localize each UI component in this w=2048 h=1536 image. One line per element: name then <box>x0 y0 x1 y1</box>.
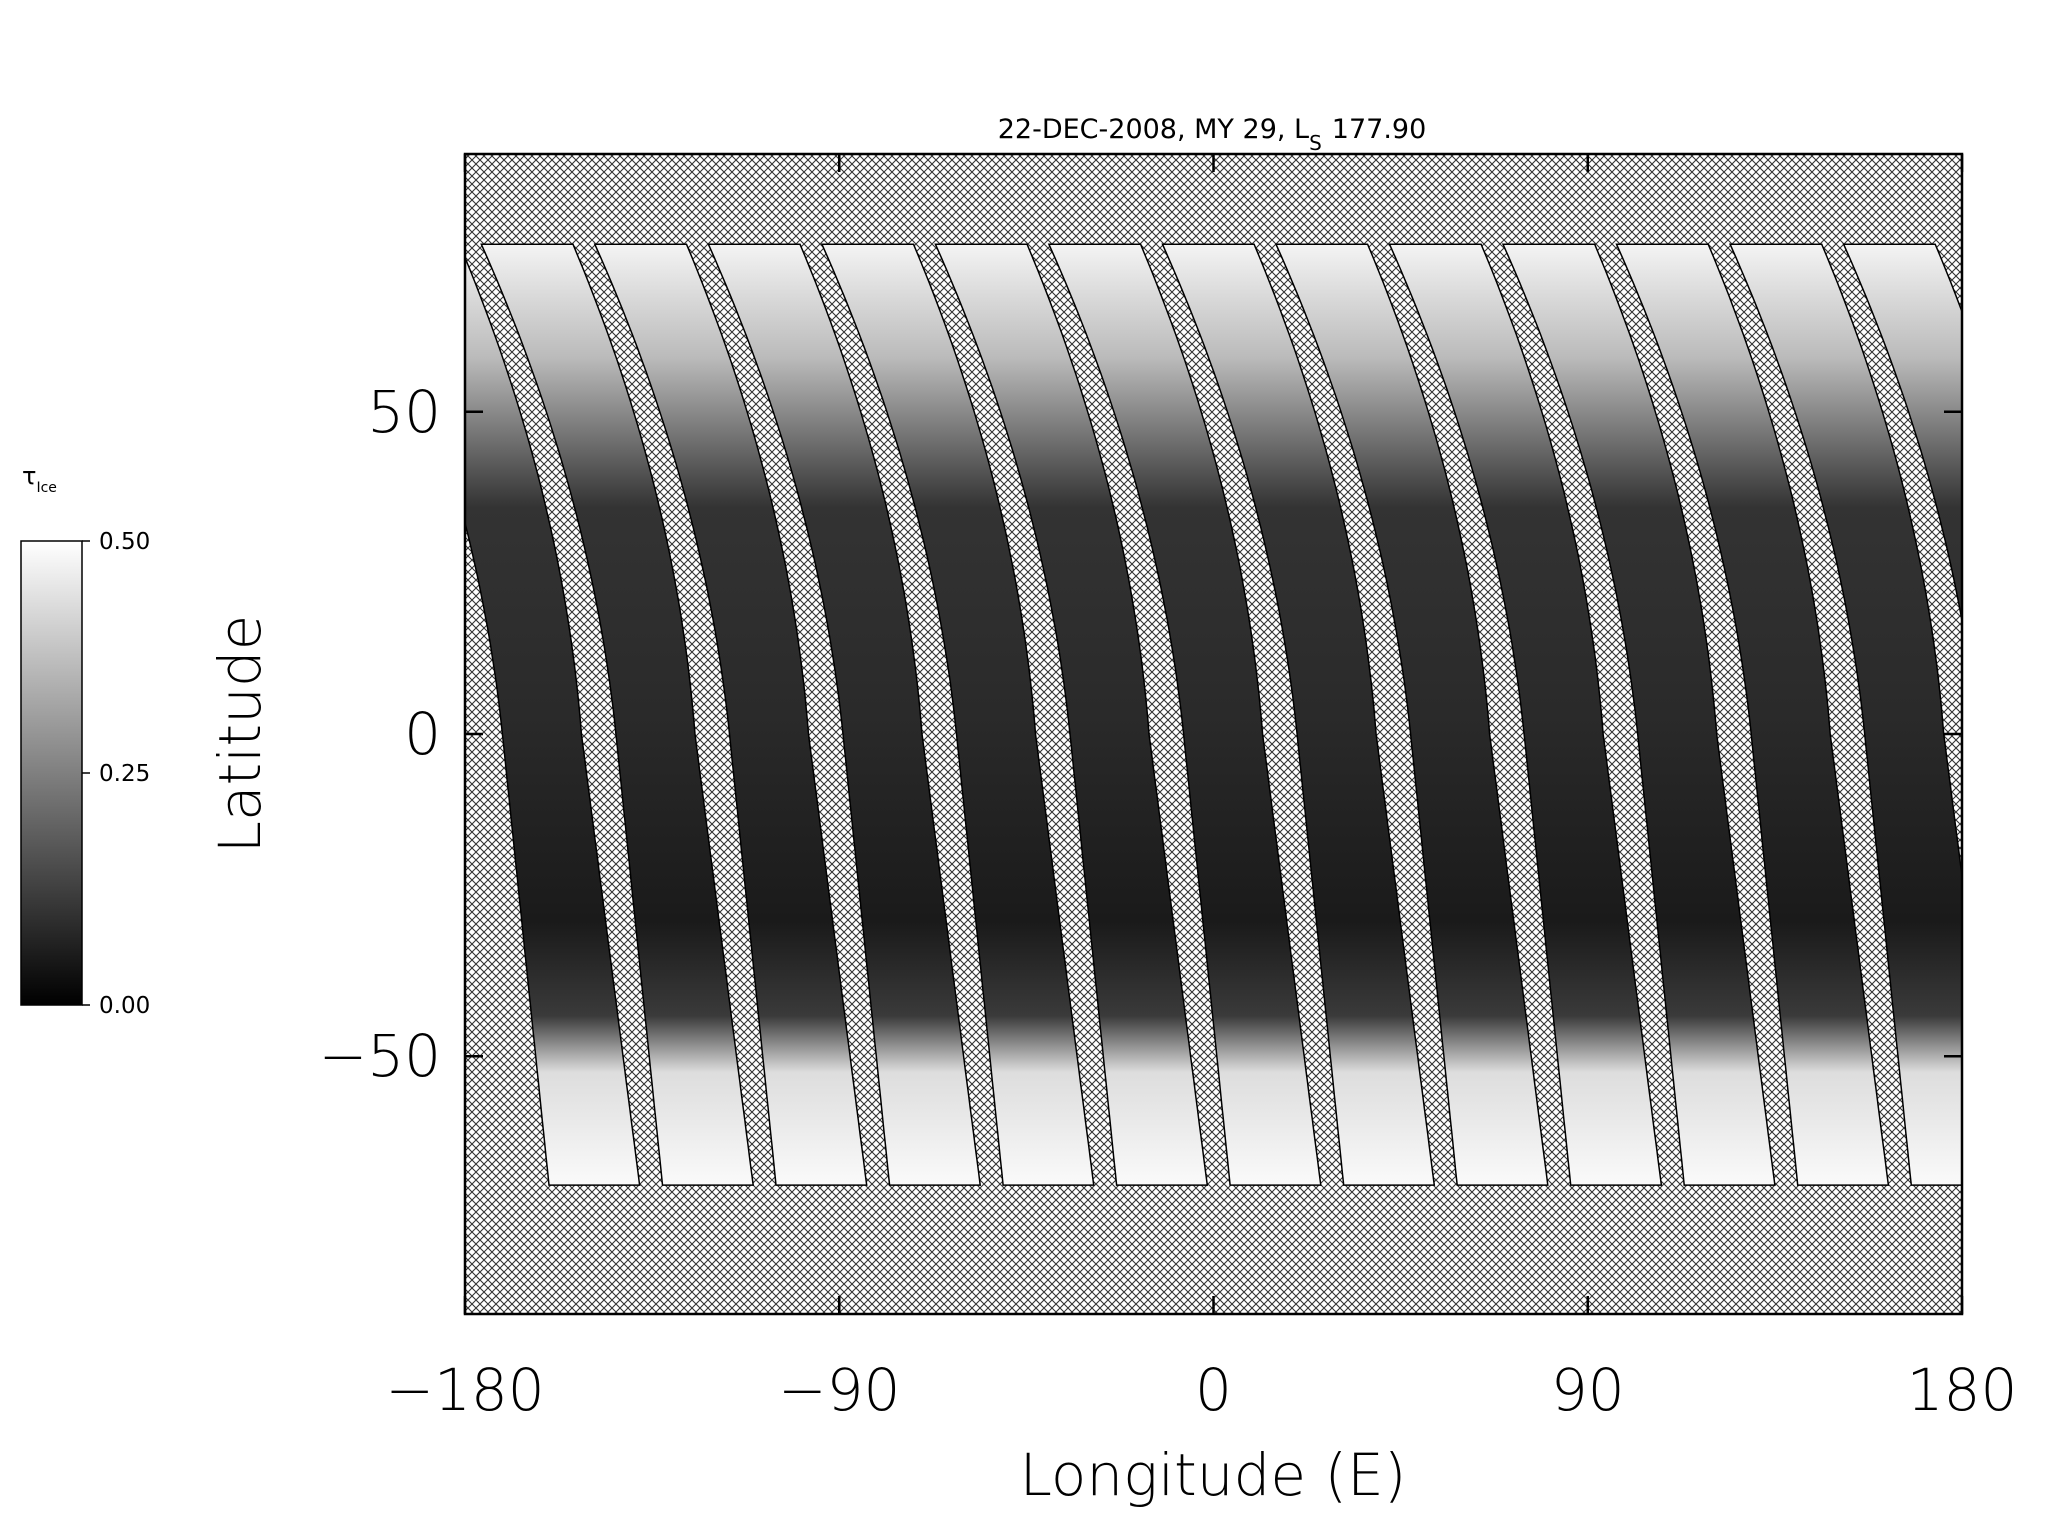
title-suffix: 177.90 <box>1332 114 1426 145</box>
swath <box>820 243 1095 1186</box>
swath <box>1388 243 1663 1186</box>
x-tick-label: 180 <box>1907 1356 2018 1424</box>
colorbar-label: τ <box>22 462 36 490</box>
colorbar-tick-label: 0.50 <box>99 529 150 555</box>
swath <box>707 243 982 1186</box>
colorbar <box>20 540 83 1006</box>
x-tick-label: −90 <box>778 1356 900 1424</box>
swath <box>465 255 641 1186</box>
x-tick-label: 0 <box>1195 1356 1232 1424</box>
swath <box>1047 243 1322 1186</box>
swath <box>1274 243 1549 1186</box>
x-axis-label: Longitude (E) <box>1020 1441 1407 1509</box>
colorbar-title: τIce <box>22 462 57 496</box>
x-tick-label: −180 <box>385 1356 544 1424</box>
x-tick-label: 90 <box>1551 1356 1625 1424</box>
swath <box>1501 243 1776 1186</box>
y-tick-label: 0 <box>404 700 441 768</box>
swath <box>1842 243 1962 626</box>
title-subscript: S <box>1309 131 1322 155</box>
chart-title: 22-DEC-2008, MY 29, LS 177.90 <box>998 114 1427 155</box>
colorbar-tick-label: 0.00 <box>99 993 150 1019</box>
title-main: 22-DEC-2008, MY 29, L <box>998 114 1309 145</box>
y-tick-label: 50 <box>367 378 441 446</box>
swath <box>1728 243 1962 1186</box>
swath <box>593 243 868 1186</box>
y-tick-label: −50 <box>319 1022 441 1090</box>
colorbar-tick-label: 0.25 <box>99 761 150 787</box>
swath <box>1161 243 1436 1186</box>
swath <box>1615 243 1890 1186</box>
swath <box>480 243 755 1186</box>
swaths <box>465 243 1962 1186</box>
swath <box>934 243 1209 1186</box>
y-axis-label: Latitude <box>206 615 274 854</box>
colorbar-subscript: Ice <box>36 480 56 496</box>
